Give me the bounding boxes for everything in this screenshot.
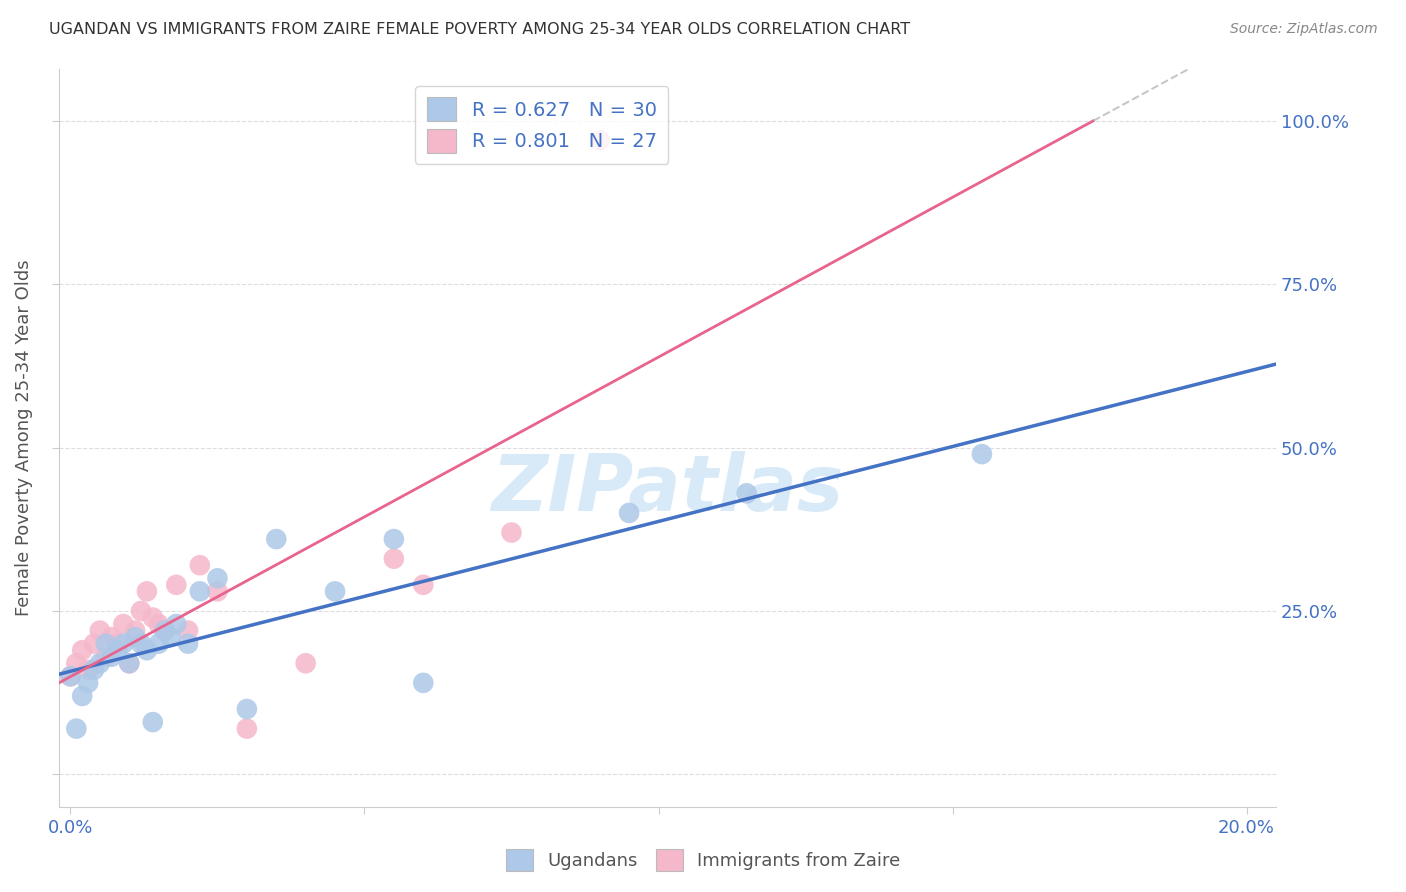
- Point: [148, 637, 170, 651]
- Text: ZIPatlas: ZIPatlas: [491, 451, 844, 527]
- Point: [412, 676, 434, 690]
- Point: [236, 722, 259, 736]
- Point: [89, 657, 111, 671]
- Point: [135, 584, 157, 599]
- Point: [118, 657, 141, 671]
- Point: [94, 649, 117, 664]
- Point: [89, 624, 111, 638]
- Point: [735, 486, 758, 500]
- Point: [107, 643, 129, 657]
- Point: [207, 584, 229, 599]
- Point: [617, 506, 640, 520]
- Point: [124, 624, 146, 638]
- Text: Source: ZipAtlas.com: Source: ZipAtlas.com: [1230, 22, 1378, 37]
- Point: [382, 551, 405, 566]
- Point: [382, 532, 405, 546]
- Y-axis label: Female Poverty Among 25-34 Year Olds: Female Poverty Among 25-34 Year Olds: [15, 260, 32, 616]
- Point: [83, 637, 105, 651]
- Point: [236, 702, 259, 716]
- Point: [129, 604, 152, 618]
- Point: [153, 624, 176, 638]
- Point: [207, 571, 229, 585]
- Point: [177, 624, 200, 638]
- Point: [59, 669, 82, 683]
- Point: [77, 676, 100, 690]
- Point: [412, 578, 434, 592]
- Point: [107, 637, 129, 651]
- Point: [142, 610, 165, 624]
- Point: [165, 578, 187, 592]
- Legend: R = 0.627   N = 30, R = 0.801   N = 27: R = 0.627 N = 30, R = 0.801 N = 27: [415, 86, 668, 164]
- Point: [94, 637, 117, 651]
- Point: [294, 657, 316, 671]
- Point: [77, 663, 100, 677]
- Point: [112, 637, 135, 651]
- Point: [135, 643, 157, 657]
- Point: [124, 630, 146, 644]
- Point: [323, 584, 346, 599]
- Point: [70, 689, 93, 703]
- Point: [148, 617, 170, 632]
- Point: [159, 630, 181, 644]
- Point: [165, 617, 187, 632]
- Point: [65, 657, 87, 671]
- Point: [70, 643, 93, 657]
- Point: [100, 630, 122, 644]
- Point: [501, 525, 523, 540]
- Point: [589, 133, 612, 147]
- Point: [142, 715, 165, 730]
- Point: [100, 649, 122, 664]
- Point: [264, 532, 287, 546]
- Text: UGANDAN VS IMMIGRANTS FROM ZAIRE FEMALE POVERTY AMONG 25-34 YEAR OLDS CORRELATIO: UGANDAN VS IMMIGRANTS FROM ZAIRE FEMALE …: [49, 22, 910, 37]
- Point: [112, 617, 135, 632]
- Point: [177, 637, 200, 651]
- Point: [129, 637, 152, 651]
- Point: [65, 722, 87, 736]
- Point: [118, 657, 141, 671]
- Point: [153, 624, 176, 638]
- Point: [970, 447, 993, 461]
- Point: [59, 669, 82, 683]
- Point: [188, 558, 211, 573]
- Point: [188, 584, 211, 599]
- Point: [83, 663, 105, 677]
- Legend: Ugandans, Immigrants from Zaire: Ugandans, Immigrants from Zaire: [498, 842, 908, 879]
